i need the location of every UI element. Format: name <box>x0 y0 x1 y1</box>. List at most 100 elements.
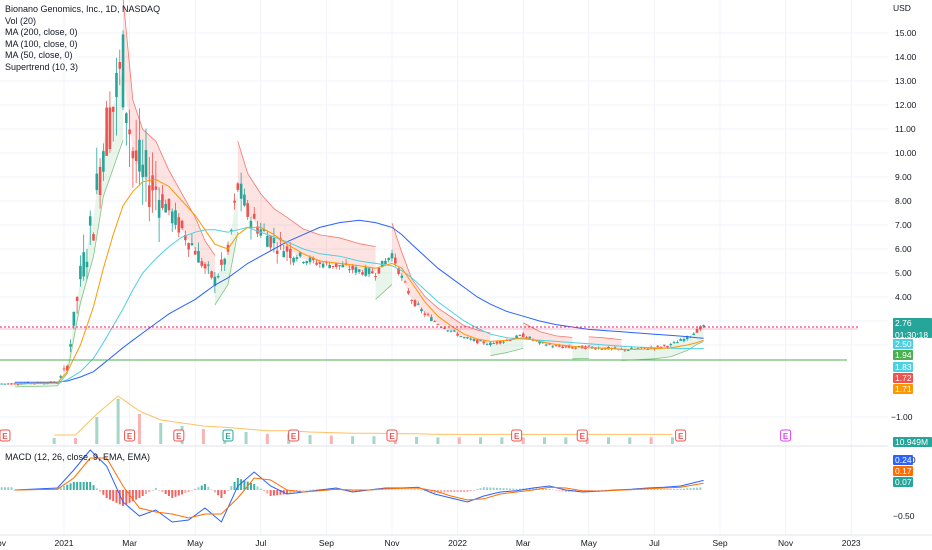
supertrend-zone <box>572 347 589 359</box>
macd-histogram-bar <box>502 488 505 490</box>
macd-histogram-bar <box>650 489 653 490</box>
legend-vol[interactable]: Vol (20) <box>5 15 37 26</box>
earnings-icon <box>173 429 185 442</box>
time-tick-label[interactable]: Nov <box>778 538 794 548</box>
price-tick-label[interactable]: 4.00 <box>895 292 912 302</box>
earnings-label: E <box>2 432 8 441</box>
price-tick-label[interactable]: 10.00 <box>895 148 917 158</box>
candle-body <box>147 185 151 207</box>
macd-histogram-bar <box>305 489 308 491</box>
macd-histogram-bar <box>663 489 666 490</box>
volume-bar <box>95 417 99 444</box>
macd-histogram-bar <box>223 490 226 494</box>
macd-histogram-bar <box>666 489 669 490</box>
candle-body <box>571 347 574 349</box>
price-tick-label[interactable]: 5.00 <box>895 268 912 278</box>
time-tick-label[interactable]: Jul <box>255 538 266 548</box>
time-tick-label[interactable]: Sep <box>712 538 727 548</box>
time-tick-label[interactable]: Nov <box>384 538 400 548</box>
supertrend-line <box>112 140 124 169</box>
time-tick-label[interactable]: Sep <box>319 538 334 548</box>
supertrend-line <box>303 228 320 236</box>
candle-body <box>669 343 673 346</box>
supertrend-line <box>506 348 524 353</box>
time-tick-label[interactable]: Mar <box>516 538 531 548</box>
price-badge <box>893 318 932 338</box>
time-tick-label[interactable]: May <box>581 538 598 548</box>
macd-histogram-bar <box>466 490 469 492</box>
candle-body <box>469 338 473 340</box>
time-tick-label[interactable]: 2022 <box>448 538 467 548</box>
candle-body <box>699 326 702 330</box>
supertrend-line <box>654 356 671 360</box>
supertrend-line <box>273 208 288 218</box>
price-badge-label: 1.72 <box>895 373 912 383</box>
macd-histogram-bar <box>13 490 16 491</box>
price-tick-label[interactable]: 6.00 <box>895 244 912 254</box>
candle-body <box>210 271 213 278</box>
macd-histogram-bar <box>240 479 243 490</box>
legend-title[interactable]: Bionano Genomics, Inc., 1D, NASDAQ <box>5 4 161 14</box>
supertrend-line <box>227 231 239 285</box>
earnings-label: E <box>127 432 133 441</box>
macd-legend[interactable]: MACD (12, 26, close, 9, EMA, EMA) <box>5 452 151 462</box>
supertrend-line <box>142 129 157 142</box>
macd-histogram-bar <box>227 490 229 491</box>
price-tick-label[interactable]: 11.00 <box>895 124 916 134</box>
macd-histogram-bar <box>696 487 699 490</box>
candle-body <box>410 300 413 302</box>
macd-tick-label[interactable]: −0.50 <box>893 511 915 521</box>
macd-histogram-bar <box>676 488 679 490</box>
time-tick-label[interactable]: 2021 <box>55 538 74 548</box>
price-tick-label[interactable]: 8.00 <box>895 196 912 206</box>
price-candles <box>0 30 705 386</box>
price-tick-label[interactable]: −1.00 <box>891 412 913 422</box>
time-tick-label[interactable]: 2023 <box>842 538 861 548</box>
candle-body <box>449 330 453 332</box>
earnings-label: E <box>678 432 684 441</box>
macd-histogram-bar <box>148 490 151 492</box>
candle-body <box>561 346 564 349</box>
currency-label[interactable]: USD <box>893 3 911 13</box>
macd-histogram-bar <box>210 489 213 491</box>
volume-bar <box>649 437 653 444</box>
macd-histogram-bar <box>459 490 462 492</box>
volume-bar <box>479 437 483 444</box>
price-tick-label[interactable]: 12.00 <box>895 100 917 110</box>
candle-body <box>544 344 548 346</box>
candle-body <box>157 199 161 218</box>
price-tick-label[interactable]: 15.00 <box>895 28 917 38</box>
time-tick-label[interactable]: Jul <box>649 538 660 548</box>
legend-supertrend[interactable]: Supertrend (10, 3) <box>5 61 79 72</box>
price-tick-label[interactable]: 14.00 <box>895 52 917 62</box>
time-tick-label[interactable]: Mar <box>122 538 137 548</box>
macd-histogram-bar <box>263 490 266 492</box>
price-tick-label[interactable]: 9.00 <box>895 172 912 182</box>
legend-ma50[interactable]: MA (50, close, 0) <box>5 50 73 61</box>
supertrend-line <box>80 256 94 304</box>
macd-histogram-bar <box>276 490 279 496</box>
candle-body <box>128 129 131 135</box>
price-tick-label[interactable]: 7.00 <box>895 220 912 230</box>
macd-histogram-bar <box>551 489 554 491</box>
legend-ma100[interactable]: MA (100, close, 0) <box>5 38 78 49</box>
candle-body <box>102 151 105 172</box>
macd-histogram-bar <box>433 490 436 494</box>
legend-ma200[interactable]: MA (200, close, 0) <box>5 27 78 38</box>
time-tick-label[interactable]: Nov <box>0 538 7 548</box>
candle-body <box>88 216 92 226</box>
macd-histogram-bar <box>266 490 269 494</box>
macd-histogram-bar <box>384 489 387 490</box>
candle-body <box>692 333 696 336</box>
candle-body <box>282 251 286 258</box>
candle-body <box>108 107 112 149</box>
macd-histogram-bar <box>161 490 164 492</box>
candle-body <box>646 348 650 350</box>
volume-bar <box>73 438 77 444</box>
macd-histogram-bar <box>256 486 259 490</box>
time-tick-label[interactable]: May <box>187 538 204 548</box>
supertrend-line <box>237 141 249 174</box>
price-tick-label[interactable]: 13.00 <box>895 76 917 86</box>
time-axis[interactable]: Nov 2021 Mar May Jul Sep Nov 2022 Mar May Jul Sep No… <box>0 534 932 548</box>
